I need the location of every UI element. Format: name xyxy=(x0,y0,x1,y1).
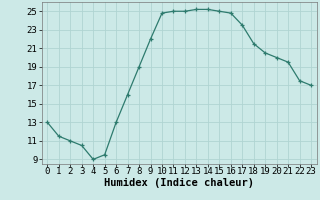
X-axis label: Humidex (Indice chaleur): Humidex (Indice chaleur) xyxy=(104,178,254,188)
